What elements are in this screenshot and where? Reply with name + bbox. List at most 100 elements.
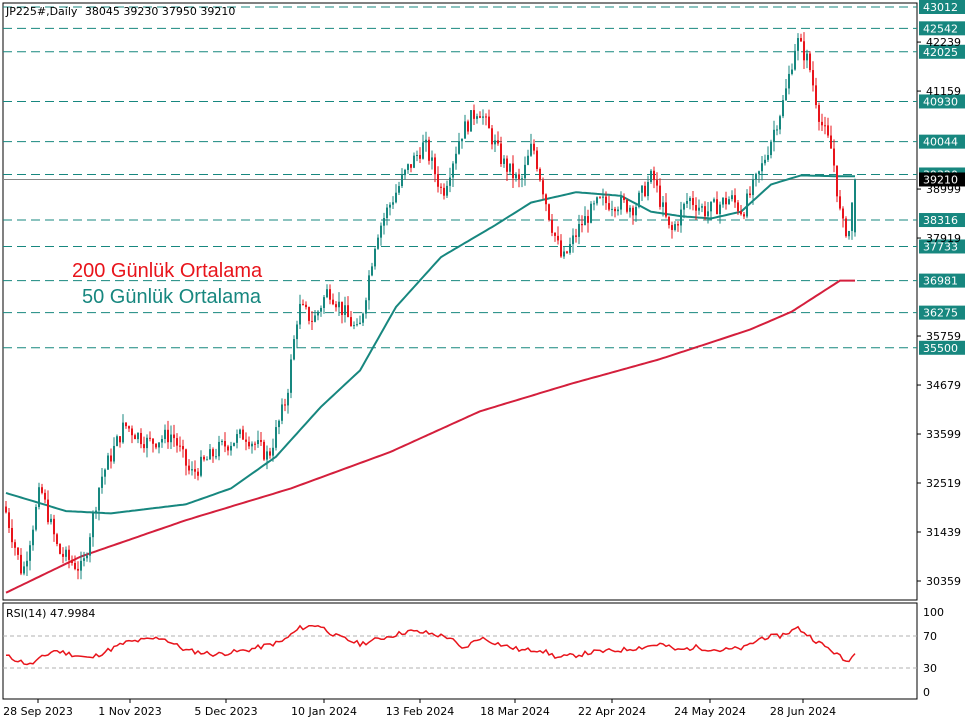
rsi-tick-label: 30 [923,662,937,675]
candle-body [608,203,610,210]
rsi-path [5,624,856,666]
candle-body [275,427,277,448]
candle-body [176,438,178,446]
level-label: 42025 [923,46,958,59]
candle-body [584,216,586,226]
candle-body [611,208,613,210]
candle-body [434,157,436,175]
candle-body [764,159,766,164]
y-tick-label: 37919 [926,232,961,245]
candle-body [191,469,193,471]
level-label-bg [919,305,965,320]
candle-body [755,173,757,180]
candle-body [77,568,79,571]
candle-body [845,218,847,237]
candle-body [371,266,373,276]
candle-body [596,197,598,204]
candle-body [749,193,751,196]
level-label: 36275 [923,307,958,320]
candle-body [656,180,658,186]
candle-body [188,465,190,471]
x-tick-label: 24 May 2024 [674,705,746,718]
candle-body [500,143,502,164]
candle-body [368,275,370,301]
candle-body [824,125,826,127]
candle-body [713,199,715,202]
candle-body [152,438,154,444]
candle-body [716,199,718,215]
candle-body [287,392,289,406]
candle-body [698,207,700,211]
candle-body [164,429,166,439]
candle-body [125,422,127,427]
candle-body [419,155,421,159]
candle-body [245,439,247,442]
candle-body [296,324,298,340]
candle-body [140,432,142,445]
rsi-panel-frame [2,602,918,700]
candle-body [197,471,199,476]
candle-body [575,235,577,237]
candle-body [443,187,445,196]
candle-body [482,116,484,118]
candle-body [185,449,187,466]
candle-body [200,456,202,476]
candle-body [158,442,160,448]
candle-body [551,219,553,233]
candle-body [80,560,82,571]
candle-body [344,305,346,315]
candle-body [32,529,34,546]
candle-body [392,202,394,205]
candle-body [422,142,424,159]
candle-body [545,194,547,205]
candle-body [431,157,433,161]
candle-body [560,240,562,257]
rsi-axis: 100 70 30 0 [923,606,944,699]
candle-body [8,512,10,528]
candle-body [53,518,55,535]
candle-body [5,506,7,513]
candle-body [779,116,781,130]
candle-body [812,70,814,86]
candle-body [785,88,787,101]
candle-body [380,225,382,238]
y-tick-label: 33599 [926,428,961,441]
candle-body [278,420,280,428]
candle-body [509,163,511,172]
candle-body [95,510,97,514]
candle-body [692,198,694,206]
candle-body [674,224,676,230]
candle-body [830,135,832,149]
candle-body [89,537,91,556]
candle-body [17,547,19,555]
candle-body [347,305,349,318]
candle-body [359,322,361,325]
candle-body [473,110,475,119]
x-tick-label: 22 Apr 2024 [578,705,646,718]
candle-body [248,441,250,447]
candle-body [725,197,727,205]
candle-body [554,232,556,236]
y-tick-label: 35759 [926,330,961,343]
candle-body [440,186,442,188]
candle-body [251,443,253,447]
candle-body [299,303,301,325]
level-label-bg [919,0,965,14]
candle-body [740,211,742,215]
candle-body [446,185,448,196]
candle-body [332,299,334,305]
candle-body [407,164,409,170]
candle-body [323,297,325,308]
candle-body [266,451,268,460]
candle-body [338,301,340,308]
candle-body [599,197,601,199]
candle-body [752,179,754,196]
level-label-bg [919,134,965,149]
level-label-bg [919,94,965,109]
main-price-panel: 4301242542420254093040044393203831637733… [2,0,965,601]
candle-body [404,169,406,176]
candle-body [383,218,385,226]
candle-body [689,198,691,202]
candle-body [353,325,355,327]
candle-body [572,235,574,245]
